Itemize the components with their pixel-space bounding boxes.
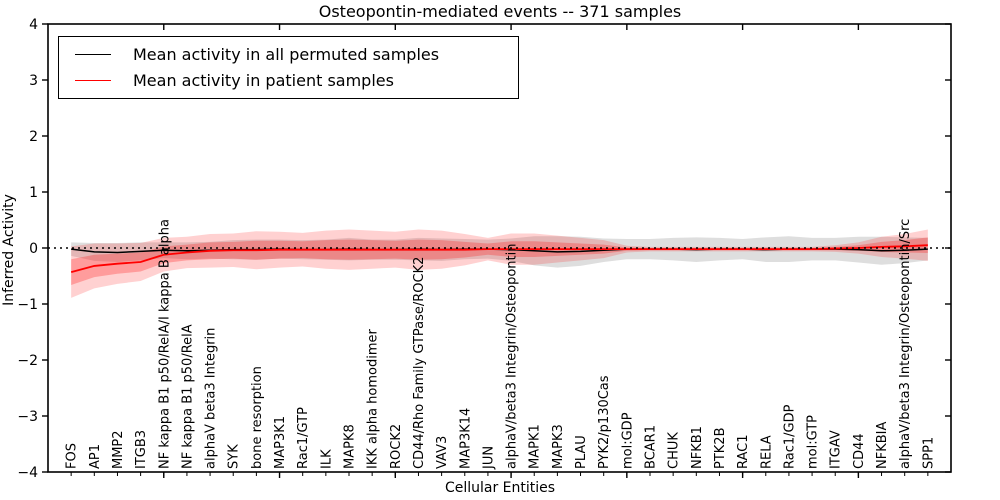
y-tick-label: −1: [17, 297, 38, 313]
y-tick-label: 4: [29, 17, 38, 33]
legend-line-sample-red: [75, 80, 111, 82]
x-entity-label: PLAU: [574, 435, 589, 469]
x-entity-label: alphaV/beta3 Integrin/Osteopontin/Src: [898, 219, 913, 469]
legend-label: Mean activity in patient samples: [133, 71, 394, 91]
x-entity-label: NF kappa B1 p50/RelA: [180, 324, 195, 469]
x-entity-label: ROCK2: [389, 424, 404, 469]
y-tick-label: −3: [17, 409, 38, 425]
legend-line-sample-black: [75, 53, 111, 55]
x-entity-label: JUN: [481, 446, 496, 470]
x-entity-label: CD44: [852, 433, 867, 469]
x-entity-label: SPP1: [921, 437, 936, 469]
x-entity-label: CHUK: [667, 432, 682, 469]
y-tick-label: 2: [29, 129, 38, 145]
x-entity-label: NFKBIA: [875, 422, 890, 469]
x-entity-label: NFKB1: [690, 426, 705, 469]
y-tick-label: −4: [17, 465, 38, 481]
x-entity-label: bone resorption: [250, 366, 265, 469]
x-entity-label: Rac1/GDP: [782, 404, 797, 469]
x-entity-label: MAP3K1: [273, 416, 288, 469]
legend-label: Mean activity in all permuted samples: [133, 44, 440, 64]
x-entity-label: VAV3: [435, 436, 450, 469]
x-entity-label: mol:GDP: [620, 412, 635, 469]
x-entity-label: CD44/Rho Family GTPase/ROCK2: [412, 257, 427, 469]
x-entity-label: RAC1: [736, 434, 751, 469]
x-entity-label: IKK alpha homodimer: [366, 328, 381, 469]
x-entity-label: RELA: [759, 435, 774, 469]
permuted-std-band: [71, 236, 928, 268]
legend: Mean activity in all permuted samples Me…: [58, 36, 519, 99]
x-entity-label: mol:GTP: [806, 415, 821, 469]
x-entity-label: MAPK8: [343, 424, 358, 469]
y-axis-label: Inferred Activity: [1, 194, 17, 306]
x-entity-label: ITGB3: [134, 430, 149, 469]
legend-entry-permuted: Mean activity in all permuted samples: [59, 45, 518, 64]
patient-outer-band: [71, 229, 928, 298]
x-entity-label: PTK2B: [713, 428, 728, 470]
x-entity-label: alphaV beta3 Integrin: [204, 328, 219, 469]
x-entity-label: alphaV/beta3 Integrin/Osteopontin: [505, 244, 520, 469]
x-entity-label: PYK2/p130Cas: [597, 375, 612, 469]
patient-mean-line: [70, 244, 928, 273]
x-entity-label: NF kappa B1 p50/RelA/I kappa B alpha: [157, 219, 172, 469]
y-tick-label: 3: [29, 73, 38, 89]
x-entity-label: MAPK1: [528, 424, 543, 469]
y-tick-label: −2: [17, 353, 38, 369]
x-entity-label: AP1: [88, 444, 103, 469]
x-entity-label: MMP2: [111, 430, 126, 469]
x-entity-label: MAPK3: [551, 424, 566, 469]
legend-entry-patient: Mean activity in patient samples: [59, 71, 518, 90]
y-tick-label: 0: [29, 241, 38, 257]
chart-title: Osteopontin-mediated events -- 371 sampl…: [318, 2, 682, 21]
x-entity-label: BCAR1: [644, 425, 659, 469]
x-entity-label: Rac1/GTP: [296, 407, 311, 469]
x-axis-label: Cellular Entities: [444, 480, 556, 496]
x-entity-label: FOS: [65, 443, 80, 469]
x-entity-label: ITGAV: [829, 430, 844, 469]
x-entity-label: MAP3K14: [458, 408, 473, 469]
x-entity-label: ILK: [319, 449, 334, 469]
x-entity-label: SYK: [227, 444, 242, 469]
y-tick-label: 1: [29, 185, 38, 201]
